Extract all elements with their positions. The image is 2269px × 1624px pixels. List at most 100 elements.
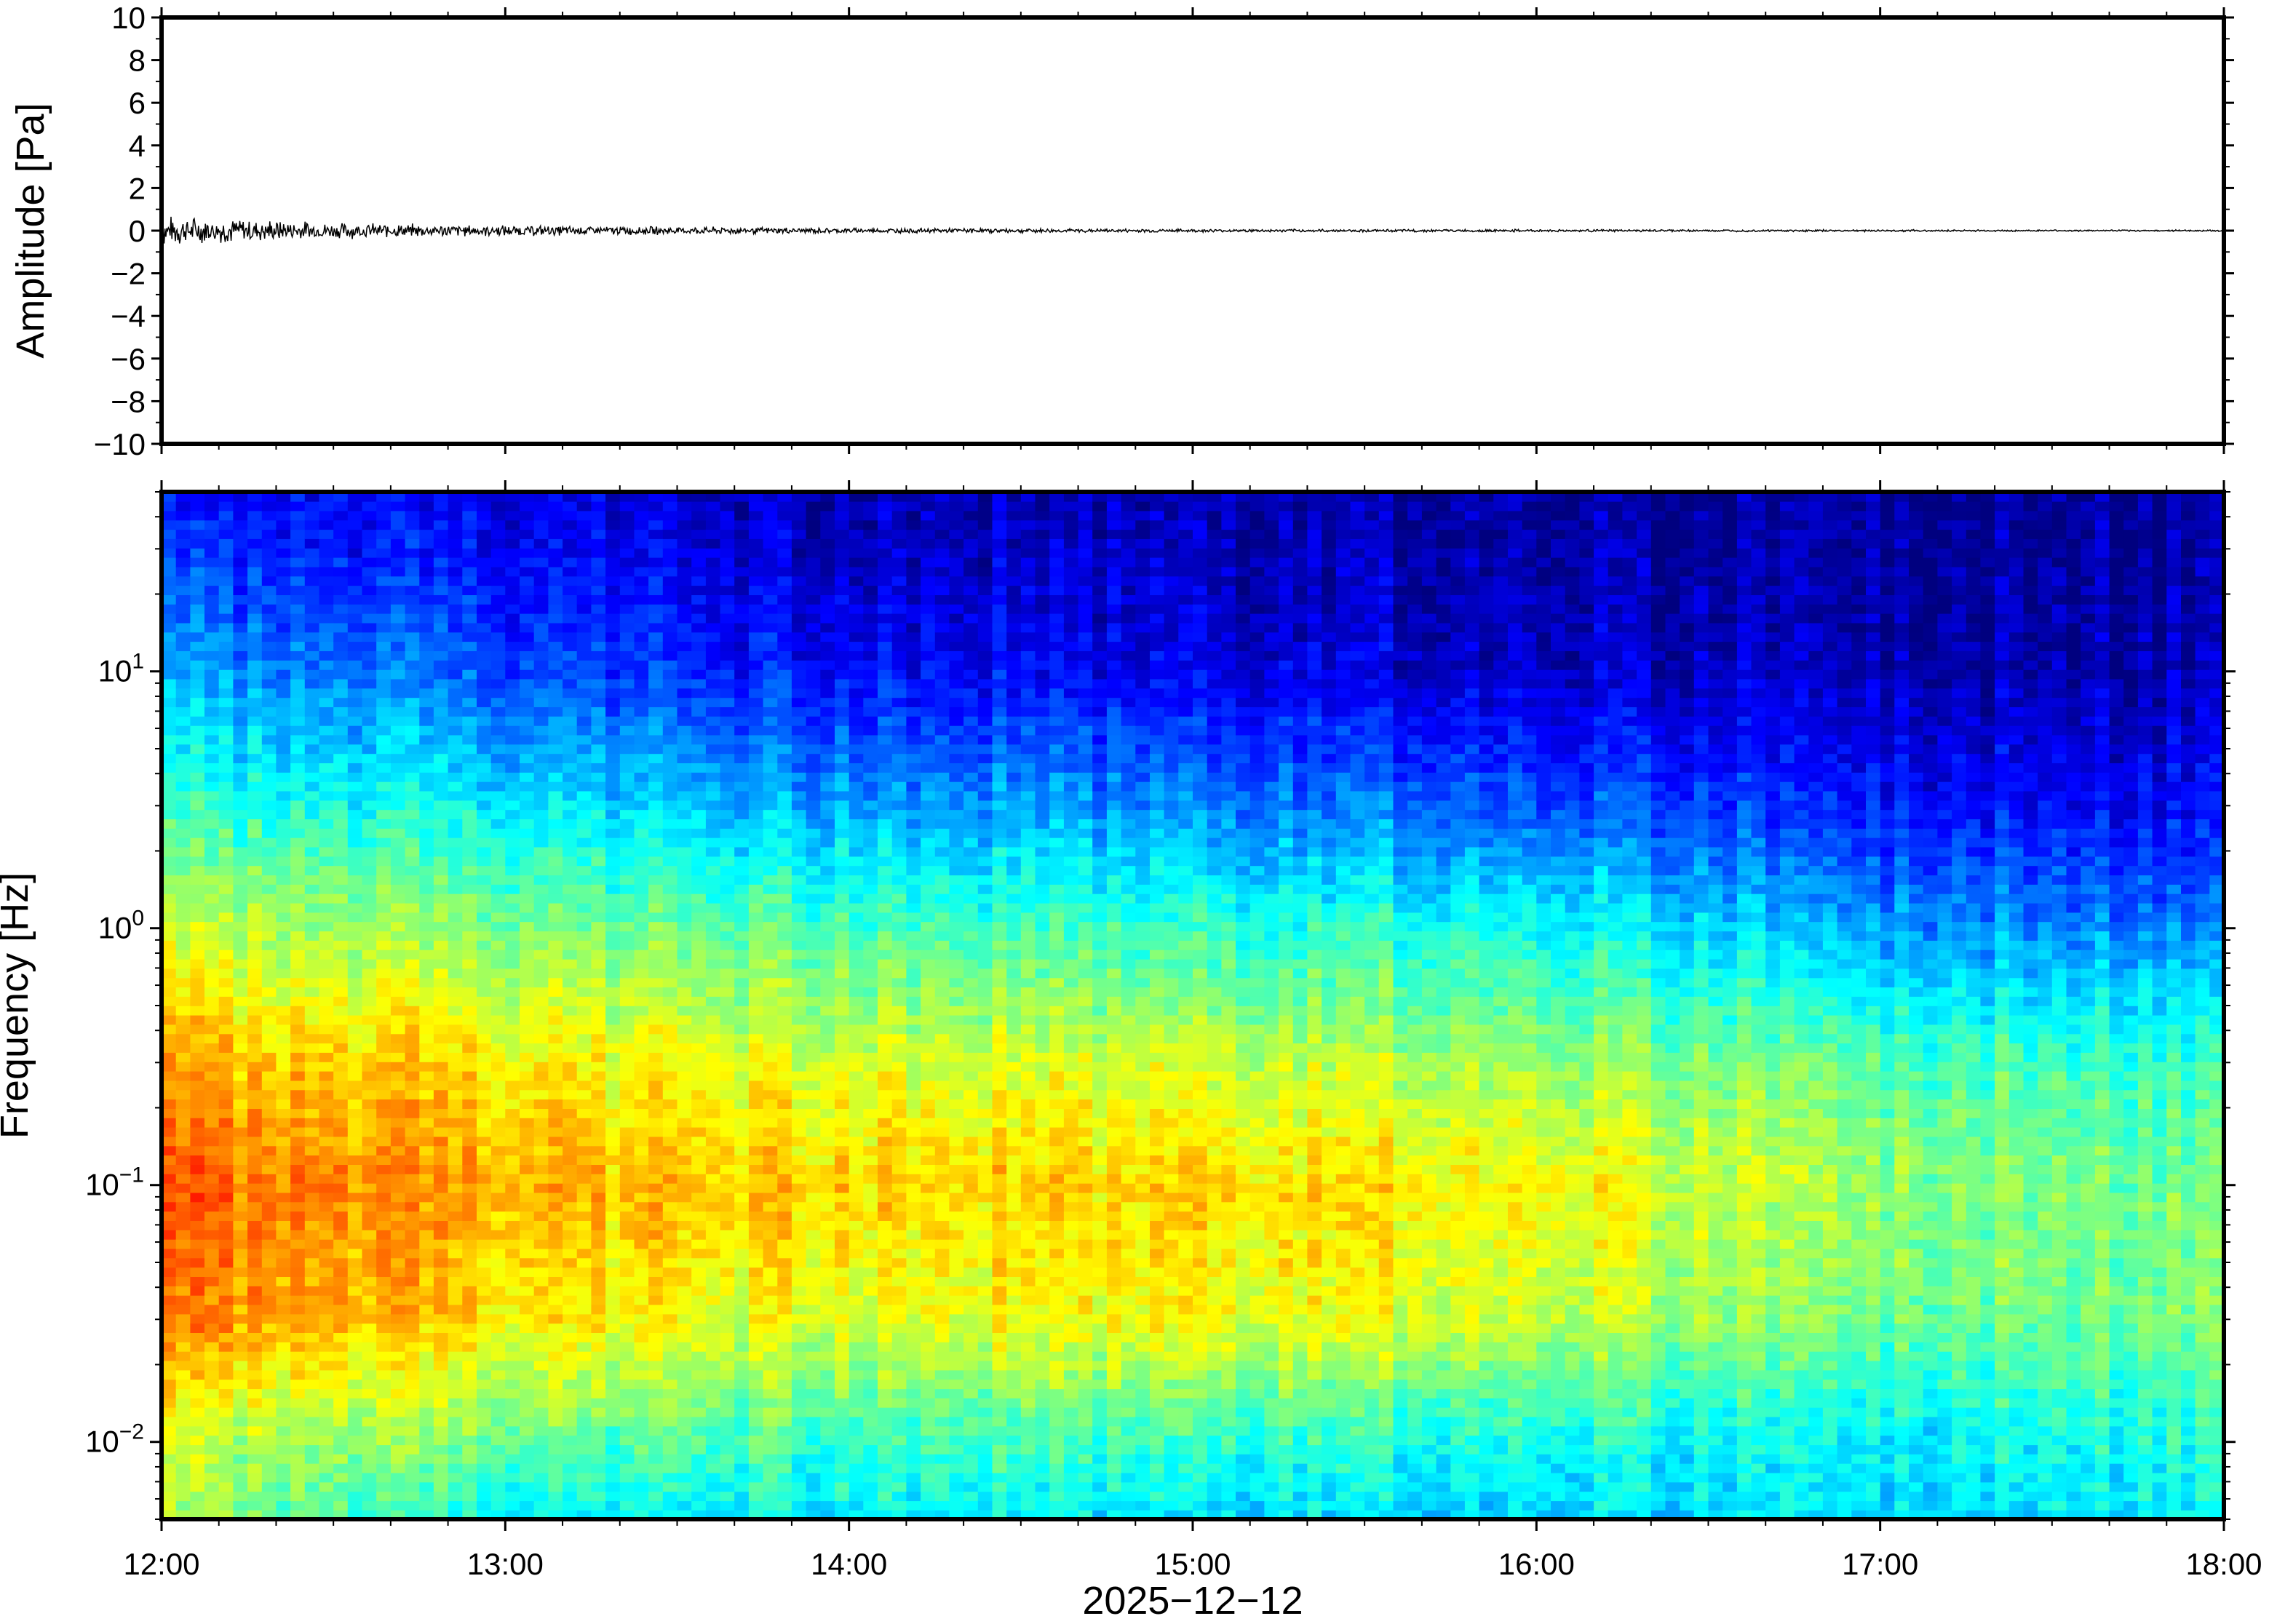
spectrogram-cell	[405, 884, 421, 894]
spectrogram-cell	[304, 772, 320, 782]
spectrogram-cell	[290, 950, 306, 960]
spectrogram-cell	[405, 940, 421, 950]
spectrogram-cell	[605, 893, 621, 904]
spectrogram-cell	[662, 1398, 678, 1408]
spectrogram-cell	[605, 622, 621, 633]
spectrogram-cell	[376, 977, 392, 988]
spectrogram-cell	[448, 734, 464, 745]
spectrogram-cell	[548, 1248, 563, 1259]
spectrogram-cell	[705, 1062, 721, 1072]
spectrogram-cell	[290, 1332, 306, 1342]
spectrogram-cell	[405, 809, 421, 819]
spectrogram-cell	[705, 1220, 721, 1230]
spectrogram-cell	[319, 865, 334, 876]
spectrogram-cell	[304, 678, 320, 689]
spectrogram-cell	[591, 1276, 606, 1286]
spectrogram-cell	[261, 1267, 277, 1277]
spectrogram-cell	[734, 538, 750, 549]
spectrogram-cell	[462, 734, 477, 745]
spectrogram-cell	[734, 931, 750, 941]
spectrogram-cell	[319, 856, 334, 867]
spectrogram-cell	[405, 1248, 421, 1259]
spectrogram-cell	[175, 1192, 191, 1203]
spectrogram-cell	[333, 1510, 349, 1519]
spectrogram-cell	[290, 529, 306, 539]
spectrogram-cell	[347, 1108, 363, 1118]
spectrogram-cell	[347, 931, 363, 941]
spectrogram-cell	[376, 1491, 392, 1502]
spectrogram-cell	[563, 912, 578, 923]
spectrogram-cell	[520, 706, 535, 717]
spectrogram-cell	[705, 1481, 721, 1492]
spectrogram-cell	[218, 669, 234, 680]
spectrogram-cell	[662, 1481, 678, 1492]
spectrogram-cell	[520, 977, 535, 988]
spectrogram-cell	[276, 772, 291, 782]
spectrogram-cell	[261, 1238, 277, 1249]
spectrogram-cell	[563, 1267, 578, 1277]
spectrogram-cell	[591, 1155, 606, 1165]
spectrogram-cell	[175, 1472, 191, 1483]
spectrogram-cell	[462, 557, 477, 568]
spectrogram-cell	[748, 697, 764, 707]
spectrogram-cell	[175, 781, 191, 792]
spectrogram-cell	[333, 902, 349, 913]
spectrogram-cell	[763, 772, 779, 782]
spectrogram-cell	[162, 809, 177, 819]
spectrogram-cell	[261, 566, 277, 577]
spectrogram-cell	[304, 1006, 320, 1016]
spectrogram-cell	[490, 744, 506, 755]
spectrogram-cell	[175, 1033, 191, 1044]
spectrogram-cell	[204, 641, 220, 651]
spectrogram-cell	[619, 931, 635, 941]
spectrogram-cell	[261, 576, 277, 586]
spectrogram-cell	[634, 921, 649, 932]
spectrogram-cell	[390, 678, 406, 689]
spectrogram-cell	[619, 1454, 635, 1464]
spectrogram-cell	[347, 1052, 363, 1062]
spectrogram-cell	[619, 875, 635, 885]
spectrogram-cell	[548, 790, 563, 801]
spectrogram-cell	[433, 1211, 449, 1221]
spectrogram-cell	[648, 660, 664, 670]
spectrogram-cell	[763, 1276, 779, 1286]
spectrogram-cell	[362, 912, 377, 923]
spectrogram-cell	[662, 1463, 678, 1473]
spectrogram-cell	[763, 1126, 779, 1137]
spectrogram-cell	[520, 1211, 535, 1221]
spectrogram-cell	[505, 1164, 520, 1174]
spectrogram-cell	[304, 725, 320, 736]
spectrogram-cell	[490, 1407, 506, 1417]
spectrogram-cell	[533, 1472, 549, 1483]
spectrogram-cell	[390, 1070, 406, 1081]
spectrogram-cell	[376, 529, 392, 539]
spectrogram-cell	[734, 1201, 750, 1212]
spectrogram-cell	[662, 716, 678, 726]
spectrogram-cell	[419, 744, 434, 755]
spectrogram-cell	[576, 1108, 592, 1118]
spectrogram-cell	[175, 1164, 191, 1174]
spectrogram-cell	[390, 1201, 406, 1212]
spectrogram-cell	[734, 1211, 750, 1221]
spectrogram-cell	[691, 1136, 707, 1147]
spectrogram-cell	[390, 1332, 406, 1342]
spectrogram-cell	[319, 846, 334, 857]
spectrogram-cell	[662, 1286, 678, 1296]
spectrogram-cell	[634, 1472, 649, 1483]
spectrogram-cell	[405, 1024, 421, 1035]
spectrogram-cell	[477, 977, 492, 988]
spectrogram-cell	[548, 734, 563, 745]
spectrogram-cell	[548, 1304, 563, 1315]
spectrogram-cell	[576, 576, 592, 586]
spectrogram-cell	[662, 912, 678, 923]
spectrogram-cell	[233, 548, 248, 558]
spectrogram-cell	[533, 958, 549, 969]
spectrogram-cell	[720, 1126, 735, 1137]
spectrogram-cell	[175, 875, 191, 885]
spectrogram-cell	[290, 1304, 306, 1315]
spectrogram-cell	[634, 1398, 649, 1408]
spectrogram-cell	[376, 1174, 392, 1184]
spectrogram-cell	[734, 520, 750, 530]
spectrogram-cell	[533, 819, 549, 829]
spectrogram-cell	[233, 1463, 248, 1473]
